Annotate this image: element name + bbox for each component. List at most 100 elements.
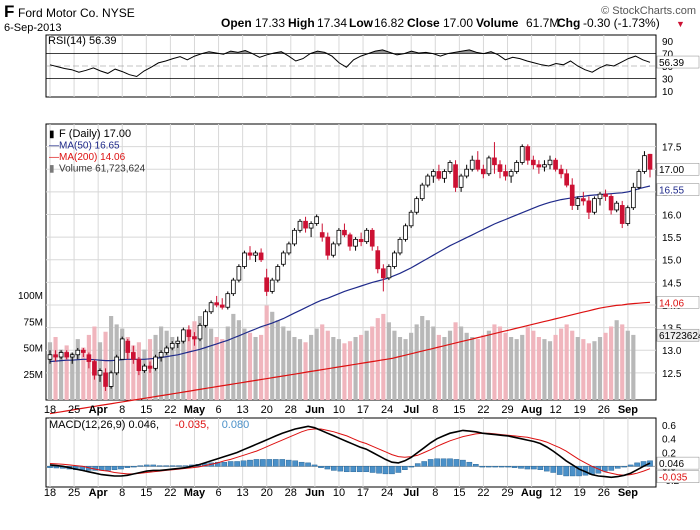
macd-histogram-bar (311, 464, 318, 467)
volume-bar (575, 337, 580, 400)
macd-histogram-bar (543, 466, 550, 472)
volume-bar (497, 326, 503, 400)
x-tick-label: 26 (598, 404, 610, 416)
candle-body (597, 193, 603, 200)
x-tick-label: 12 (550, 404, 562, 416)
volume-bar (259, 334, 264, 400)
x-tick-label: Jul (403, 404, 419, 416)
candle-body (558, 168, 564, 175)
candle-body (608, 195, 614, 211)
volume-bar (225, 326, 230, 400)
candle-body (292, 229, 297, 245)
rsi-label: RSI(14) 56.39 (48, 35, 116, 47)
change-down-arrow-icon: ▼ (676, 19, 685, 29)
candle-body (153, 356, 158, 369)
macd-histogram-bar (331, 466, 337, 471)
volume-bar (264, 305, 269, 400)
candle-body (47, 354, 53, 360)
x-tick-label: 15 (140, 487, 152, 499)
x-tick-label: 25 (68, 404, 80, 416)
candle-body (314, 216, 320, 224)
candle-body (114, 356, 120, 374)
ma200-tag: 14.06 (659, 298, 684, 309)
volume-bar (364, 330, 369, 400)
macd-legend-entry: -0.035, (175, 419, 209, 431)
macd-y-tick-label: 0.6 (662, 421, 676, 432)
macd-histogram-bar (414, 463, 421, 467)
macd-histogram-bar (492, 466, 498, 468)
price-y-tick-label: 17.5 (662, 143, 682, 154)
candle-body (208, 302, 214, 313)
candle-body (258, 252, 264, 261)
x-tick-label: 8 (119, 404, 125, 416)
candle-body (108, 372, 114, 387)
volume-bar (486, 330, 491, 400)
candle-body (630, 186, 636, 209)
candle-body (464, 168, 470, 177)
candle-body (69, 354, 75, 358)
volume-bar (603, 332, 608, 400)
x-tick-label: 22 (164, 487, 176, 499)
x-tick-label: 15 (453, 487, 465, 499)
x-tick-label: Sep (618, 487, 638, 499)
rsi-y-tick-label: 30 (662, 74, 674, 85)
volume-bar (192, 321, 197, 400)
macd-histogram-bar (608, 466, 615, 471)
x-tick-label: 8 (119, 487, 125, 499)
macd-histogram-bar (440, 458, 447, 467)
volume-bar (520, 334, 525, 400)
rsi-value-tag-bg (656, 55, 700, 69)
candle-body (280, 252, 286, 265)
candle-body (142, 365, 147, 371)
volume-bar (470, 337, 475, 400)
volume-bar (314, 328, 319, 400)
legend-marker-icon: — (49, 152, 59, 163)
x-tick-label: 13 (237, 404, 249, 416)
x-tick-label: 8 (432, 487, 438, 499)
macd-histogram-bar (214, 461, 221, 467)
volume-bar (509, 337, 514, 400)
macd-frame (45, 417, 657, 488)
x-tick-label: 26 (598, 487, 610, 499)
x-tick-label: Jul (403, 487, 419, 499)
legend-entry: Volume 61,723,624 (59, 164, 146, 175)
macd-histogram-bar (453, 459, 460, 467)
candle-body (447, 162, 453, 172)
volume-bar (231, 313, 236, 400)
candle-body (330, 243, 336, 256)
candle-body (564, 173, 570, 186)
macd-y-tick-label: 0.2 (662, 449, 676, 460)
macd-signal-tag-bg (656, 470, 700, 483)
volume-bar (564, 324, 569, 400)
candle-body (103, 372, 108, 387)
volume-bar (375, 318, 380, 400)
candle-body (119, 338, 125, 360)
candle-body (369, 229, 375, 247)
x-tick-label: 22 (477, 404, 489, 416)
candle-body (80, 349, 86, 353)
volume-bar (547, 341, 553, 400)
volume-bar (631, 334, 636, 400)
macd-histogram-bar (531, 466, 537, 470)
macd-histogram-bar (621, 466, 627, 468)
rsi-y-tick-label: 90 (662, 37, 674, 48)
x-tick-label: 8 (432, 404, 438, 416)
volume-bar (342, 343, 347, 400)
volume-bar (286, 330, 291, 400)
macd-histogram-bar (518, 466, 524, 469)
volume-y-tick-label: 25M (24, 370, 43, 381)
volume-bar (175, 342, 180, 400)
volume-bar (236, 320, 241, 400)
macd-line (49, 425, 651, 479)
macd-histogram-bar (279, 459, 286, 467)
candle-body (458, 175, 464, 188)
open-label: Open (221, 16, 252, 30)
volume-bar (53, 337, 58, 400)
volume-bar (253, 337, 258, 400)
volume-bar (386, 322, 391, 400)
legend-entry: F (Daily) 17.00 (59, 128, 131, 140)
candle-body (403, 225, 408, 240)
candle-body (186, 329, 192, 338)
volume-bar (414, 324, 419, 400)
